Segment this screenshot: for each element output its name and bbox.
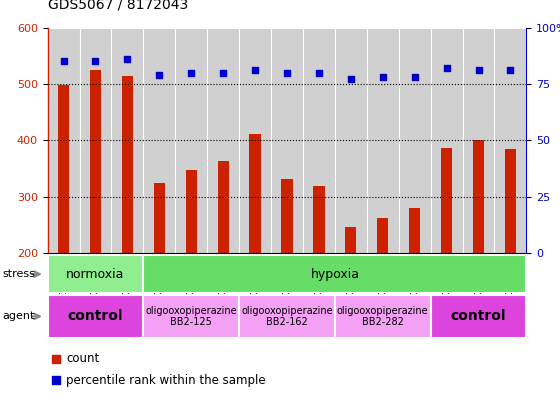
- Bar: [431, 295, 526, 338]
- Bar: [175, 28, 207, 253]
- Point: [59, 58, 68, 64]
- Bar: [218, 162, 228, 253]
- Text: normoxia: normoxia: [66, 268, 125, 281]
- Bar: [207, 28, 239, 253]
- Bar: [48, 28, 80, 253]
- Bar: [335, 28, 367, 253]
- Bar: [250, 134, 260, 253]
- Point: [314, 70, 323, 76]
- Bar: [409, 208, 420, 253]
- Text: percentile rank within the sample: percentile rank within the sample: [66, 374, 265, 387]
- Text: agent: agent: [3, 311, 35, 321]
- Text: hypoxia: hypoxia: [310, 268, 360, 281]
- Point: [346, 76, 355, 83]
- Bar: [314, 186, 324, 253]
- Point: [378, 74, 387, 81]
- Bar: [399, 28, 431, 253]
- Text: count: count: [66, 352, 99, 365]
- Bar: [48, 255, 143, 293]
- Bar: [48, 295, 143, 338]
- Point: [250, 67, 259, 73]
- Bar: [90, 70, 101, 253]
- Bar: [80, 28, 111, 253]
- Point: [91, 58, 100, 64]
- Bar: [367, 28, 399, 253]
- Bar: [271, 28, 303, 253]
- Bar: [239, 28, 271, 253]
- Text: control: control: [451, 309, 506, 323]
- Bar: [154, 183, 165, 253]
- Bar: [282, 179, 292, 253]
- Bar: [346, 227, 356, 253]
- Bar: [473, 140, 484, 253]
- Text: GDS5067 / 8172043: GDS5067 / 8172043: [48, 0, 188, 12]
- Text: oligooxopiperazine
BB2-125: oligooxopiperazine BB2-125: [146, 306, 237, 327]
- Point: [52, 355, 60, 362]
- Bar: [303, 28, 335, 253]
- Bar: [463, 28, 494, 253]
- Point: [410, 74, 419, 81]
- Bar: [143, 295, 239, 338]
- Bar: [377, 219, 388, 253]
- Point: [155, 72, 164, 78]
- Text: oligooxopiperazine
BB2-282: oligooxopiperazine BB2-282: [337, 306, 428, 327]
- Text: stress: stress: [3, 269, 36, 279]
- Text: control: control: [68, 309, 123, 323]
- Bar: [431, 28, 463, 253]
- Bar: [143, 28, 175, 253]
- Bar: [335, 295, 431, 338]
- Bar: [494, 28, 526, 253]
- Text: oligooxopiperazine
BB2-162: oligooxopiperazine BB2-162: [241, 306, 333, 327]
- Bar: [122, 76, 133, 253]
- Bar: [505, 149, 516, 253]
- Bar: [239, 295, 335, 338]
- Point: [474, 67, 483, 73]
- Bar: [186, 170, 197, 253]
- Point: [123, 56, 132, 62]
- Bar: [111, 28, 143, 253]
- Point: [506, 67, 515, 73]
- Bar: [441, 149, 452, 253]
- Point: [218, 70, 227, 76]
- Point: [442, 65, 451, 72]
- Point: [282, 70, 291, 76]
- Bar: [143, 255, 526, 293]
- Bar: [58, 85, 69, 253]
- Point: [52, 377, 60, 384]
- Point: [186, 70, 195, 76]
